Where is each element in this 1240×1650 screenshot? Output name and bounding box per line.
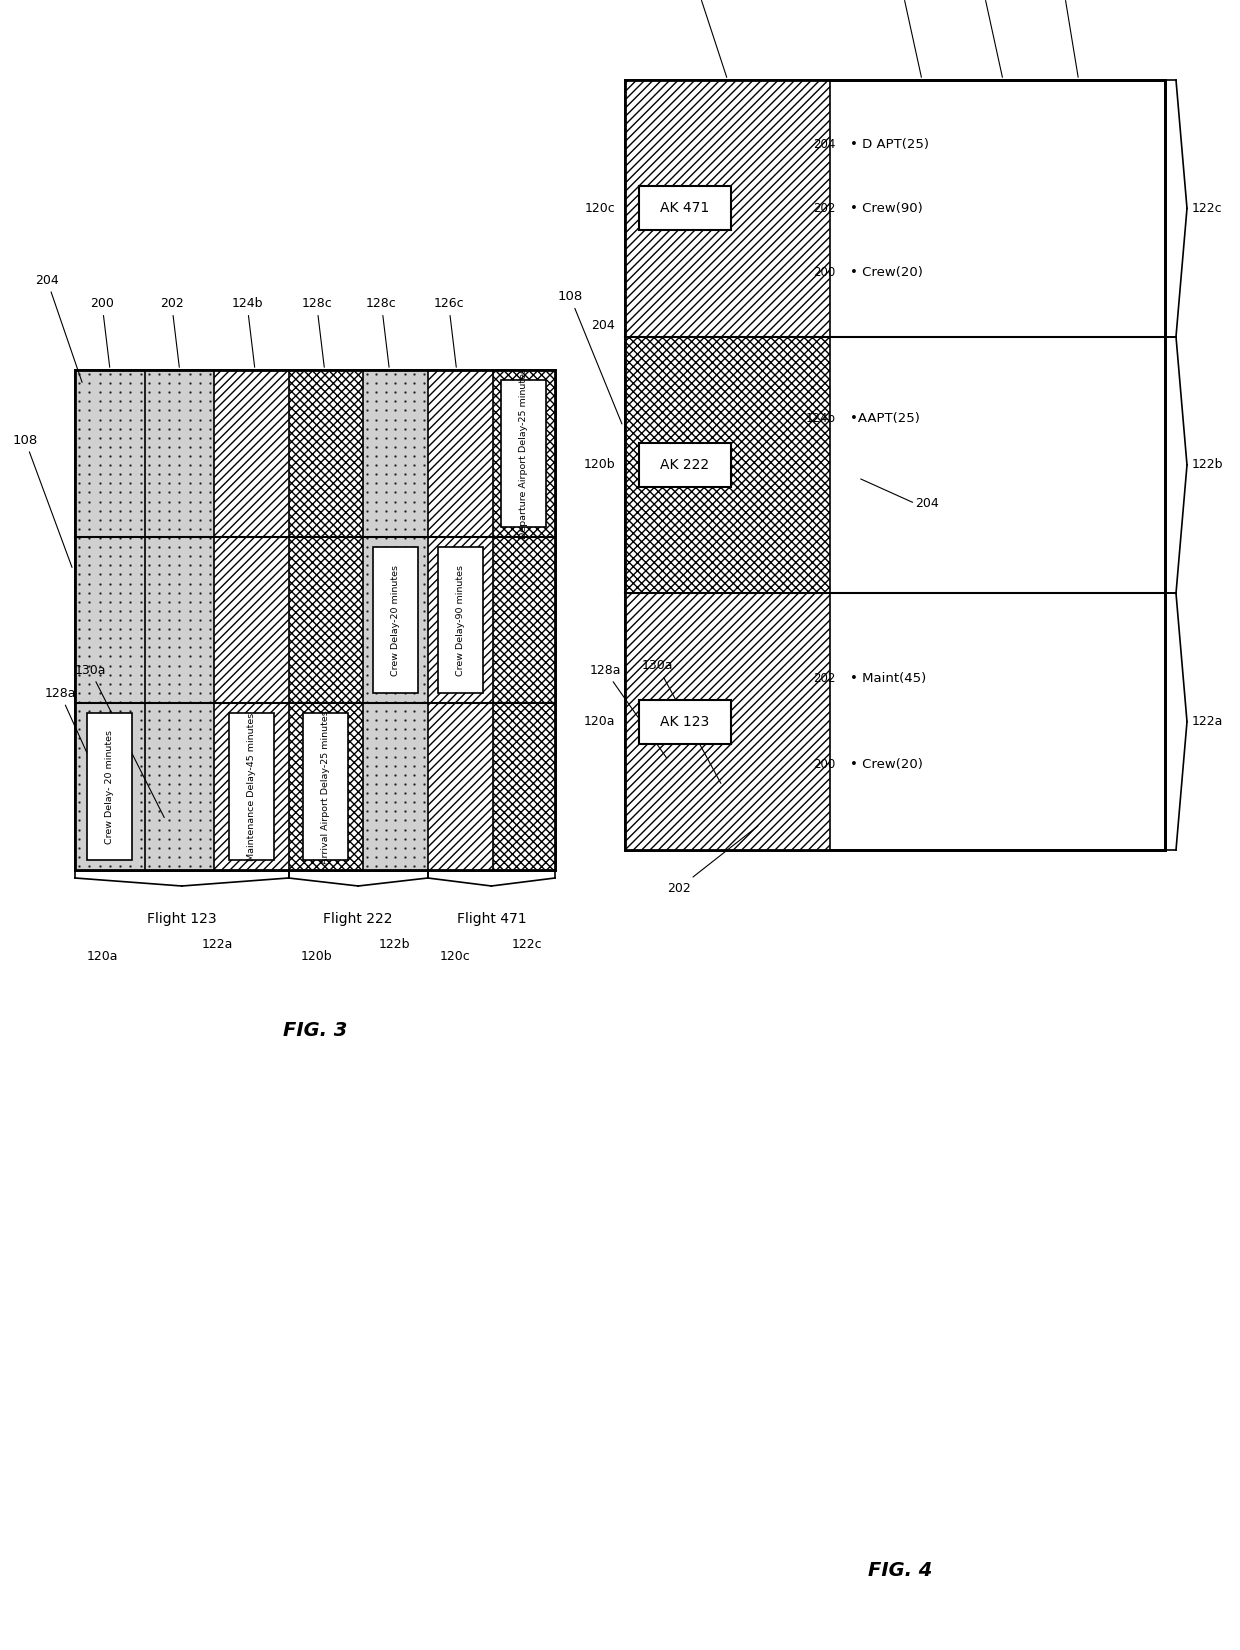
Text: 130a: 130a bbox=[74, 663, 164, 817]
Text: 120b: 120b bbox=[300, 950, 332, 964]
Bar bbox=[639, 186, 732, 231]
Text: 130a: 130a bbox=[641, 660, 720, 784]
Text: 120a: 120a bbox=[584, 714, 615, 728]
Text: Crew Delay-20 minutes: Crew Delay-20 minutes bbox=[391, 564, 399, 675]
Bar bbox=[289, 370, 363, 870]
Text: 122c: 122c bbox=[1192, 201, 1223, 214]
Bar bbox=[363, 370, 428, 870]
Text: 128c: 128c bbox=[967, 0, 1002, 78]
Bar bbox=[639, 442, 732, 487]
Text: Crew Delay-90 minutes: Crew Delay-90 minutes bbox=[456, 564, 465, 675]
Bar bbox=[215, 370, 289, 870]
Text: Flight 123: Flight 123 bbox=[148, 912, 217, 926]
Text: • Maint(45): • Maint(45) bbox=[851, 673, 926, 685]
Text: 202: 202 bbox=[686, 0, 727, 78]
Bar bbox=[501, 380, 547, 526]
Text: 204: 204 bbox=[915, 497, 939, 510]
Bar bbox=[625, 79, 1166, 850]
Text: • Crew(90): • Crew(90) bbox=[851, 201, 923, 214]
Bar bbox=[428, 370, 492, 870]
Bar bbox=[625, 79, 1166, 850]
Text: • Crew(20): • Crew(20) bbox=[851, 266, 923, 279]
Text: 200: 200 bbox=[91, 297, 114, 368]
Text: 120b: 120b bbox=[583, 459, 615, 472]
Text: 124b: 124b bbox=[231, 297, 263, 368]
Text: AK 222: AK 222 bbox=[661, 459, 709, 472]
Text: 204: 204 bbox=[813, 137, 836, 150]
Bar bbox=[87, 713, 133, 860]
Text: 120a: 120a bbox=[87, 950, 119, 964]
Text: AK 471: AK 471 bbox=[661, 201, 709, 216]
Bar bbox=[625, 594, 831, 850]
Text: 122a: 122a bbox=[1192, 714, 1224, 728]
Text: FIG. 4: FIG. 4 bbox=[868, 1561, 932, 1579]
Bar bbox=[625, 594, 831, 850]
Text: Departure Airport Delay-25 minutes: Departure Airport Delay-25 minutes bbox=[520, 368, 528, 540]
Text: 122a: 122a bbox=[202, 937, 233, 950]
Text: 128a: 128a bbox=[45, 686, 109, 800]
Text: 120c: 120c bbox=[440, 950, 470, 964]
Bar bbox=[304, 713, 348, 860]
Bar bbox=[492, 370, 556, 870]
Text: 202: 202 bbox=[813, 673, 836, 685]
Text: 120c: 120c bbox=[584, 201, 615, 214]
Text: •AAPT(25): •AAPT(25) bbox=[851, 412, 920, 426]
Bar bbox=[639, 700, 732, 744]
Text: Crew Delay- 20 minutes: Crew Delay- 20 minutes bbox=[105, 729, 114, 843]
Text: 108: 108 bbox=[557, 290, 622, 424]
Text: • D APT(25): • D APT(25) bbox=[851, 137, 929, 150]
Text: 122b: 122b bbox=[378, 937, 409, 950]
Bar bbox=[229, 713, 274, 860]
Text: 204: 204 bbox=[35, 274, 82, 383]
Text: AK 123: AK 123 bbox=[661, 714, 709, 729]
Text: 200: 200 bbox=[813, 757, 836, 771]
Text: 204: 204 bbox=[591, 318, 615, 332]
Text: 124b: 124b bbox=[805, 412, 836, 426]
Text: FIG. 3: FIG. 3 bbox=[283, 1020, 347, 1040]
Bar bbox=[74, 370, 556, 870]
Text: 128c: 128c bbox=[366, 297, 397, 368]
Bar bbox=[145, 370, 215, 870]
Text: 126c: 126c bbox=[433, 297, 464, 368]
Bar bbox=[625, 79, 831, 337]
Text: Flight 471: Flight 471 bbox=[456, 912, 526, 926]
Text: Arrival Airport Delay-25 minutes: Arrival Airport Delay-25 minutes bbox=[321, 710, 330, 863]
Text: Maintenance Delay-45 minutes: Maintenance Delay-45 minutes bbox=[247, 713, 255, 861]
Text: • Crew(20): • Crew(20) bbox=[851, 757, 923, 771]
Text: 122b: 122b bbox=[1192, 459, 1224, 472]
Text: 202: 202 bbox=[667, 827, 758, 894]
Text: 128c: 128c bbox=[887, 0, 921, 78]
Text: 200: 200 bbox=[813, 266, 836, 279]
Bar bbox=[74, 370, 145, 870]
Text: 202: 202 bbox=[160, 297, 184, 368]
Text: Flight 222: Flight 222 bbox=[324, 912, 393, 926]
Text: 128a: 128a bbox=[589, 663, 667, 757]
Text: 128c: 128c bbox=[301, 297, 332, 368]
Text: 122c: 122c bbox=[511, 937, 542, 950]
Bar bbox=[625, 79, 831, 337]
Bar bbox=[74, 370, 556, 870]
Bar bbox=[373, 546, 418, 693]
Text: 202: 202 bbox=[813, 201, 836, 214]
Text: 126c: 126c bbox=[1048, 0, 1079, 78]
Text: 108: 108 bbox=[12, 434, 72, 568]
Bar bbox=[438, 546, 482, 693]
Bar bbox=[625, 337, 831, 594]
